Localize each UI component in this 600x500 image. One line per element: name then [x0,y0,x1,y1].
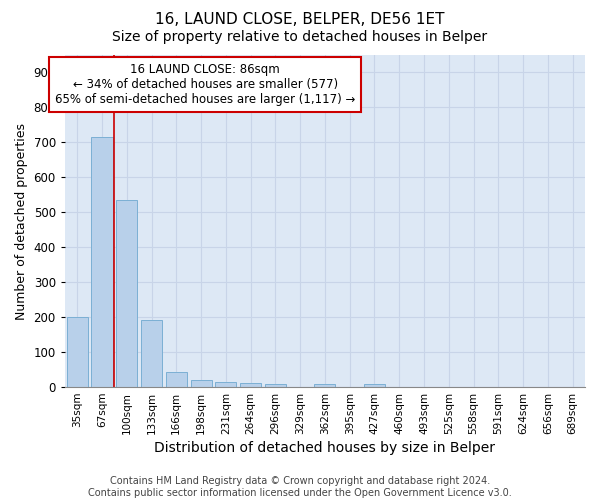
Y-axis label: Number of detached properties: Number of detached properties [15,122,28,320]
Bar [116,200,137,387]
Bar [215,382,236,387]
Text: 16 LAUND CLOSE: 86sqm
← 34% of detached houses are smaller (577)
65% of semi-det: 16 LAUND CLOSE: 86sqm ← 34% of detached … [55,64,355,106]
Bar [67,317,88,387]
Bar [240,382,261,387]
Bar [314,384,335,387]
Bar [191,380,212,387]
Bar [141,320,162,387]
Bar [364,384,385,387]
Text: Size of property relative to detached houses in Belper: Size of property relative to detached ho… [112,30,488,44]
Text: 16, LAUND CLOSE, BELPER, DE56 1ET: 16, LAUND CLOSE, BELPER, DE56 1ET [155,12,445,28]
Bar [265,384,286,387]
Text: Contains HM Land Registry data © Crown copyright and database right 2024.
Contai: Contains HM Land Registry data © Crown c… [88,476,512,498]
X-axis label: Distribution of detached houses by size in Belper: Distribution of detached houses by size … [154,441,496,455]
Bar [91,138,113,387]
Bar [166,372,187,387]
